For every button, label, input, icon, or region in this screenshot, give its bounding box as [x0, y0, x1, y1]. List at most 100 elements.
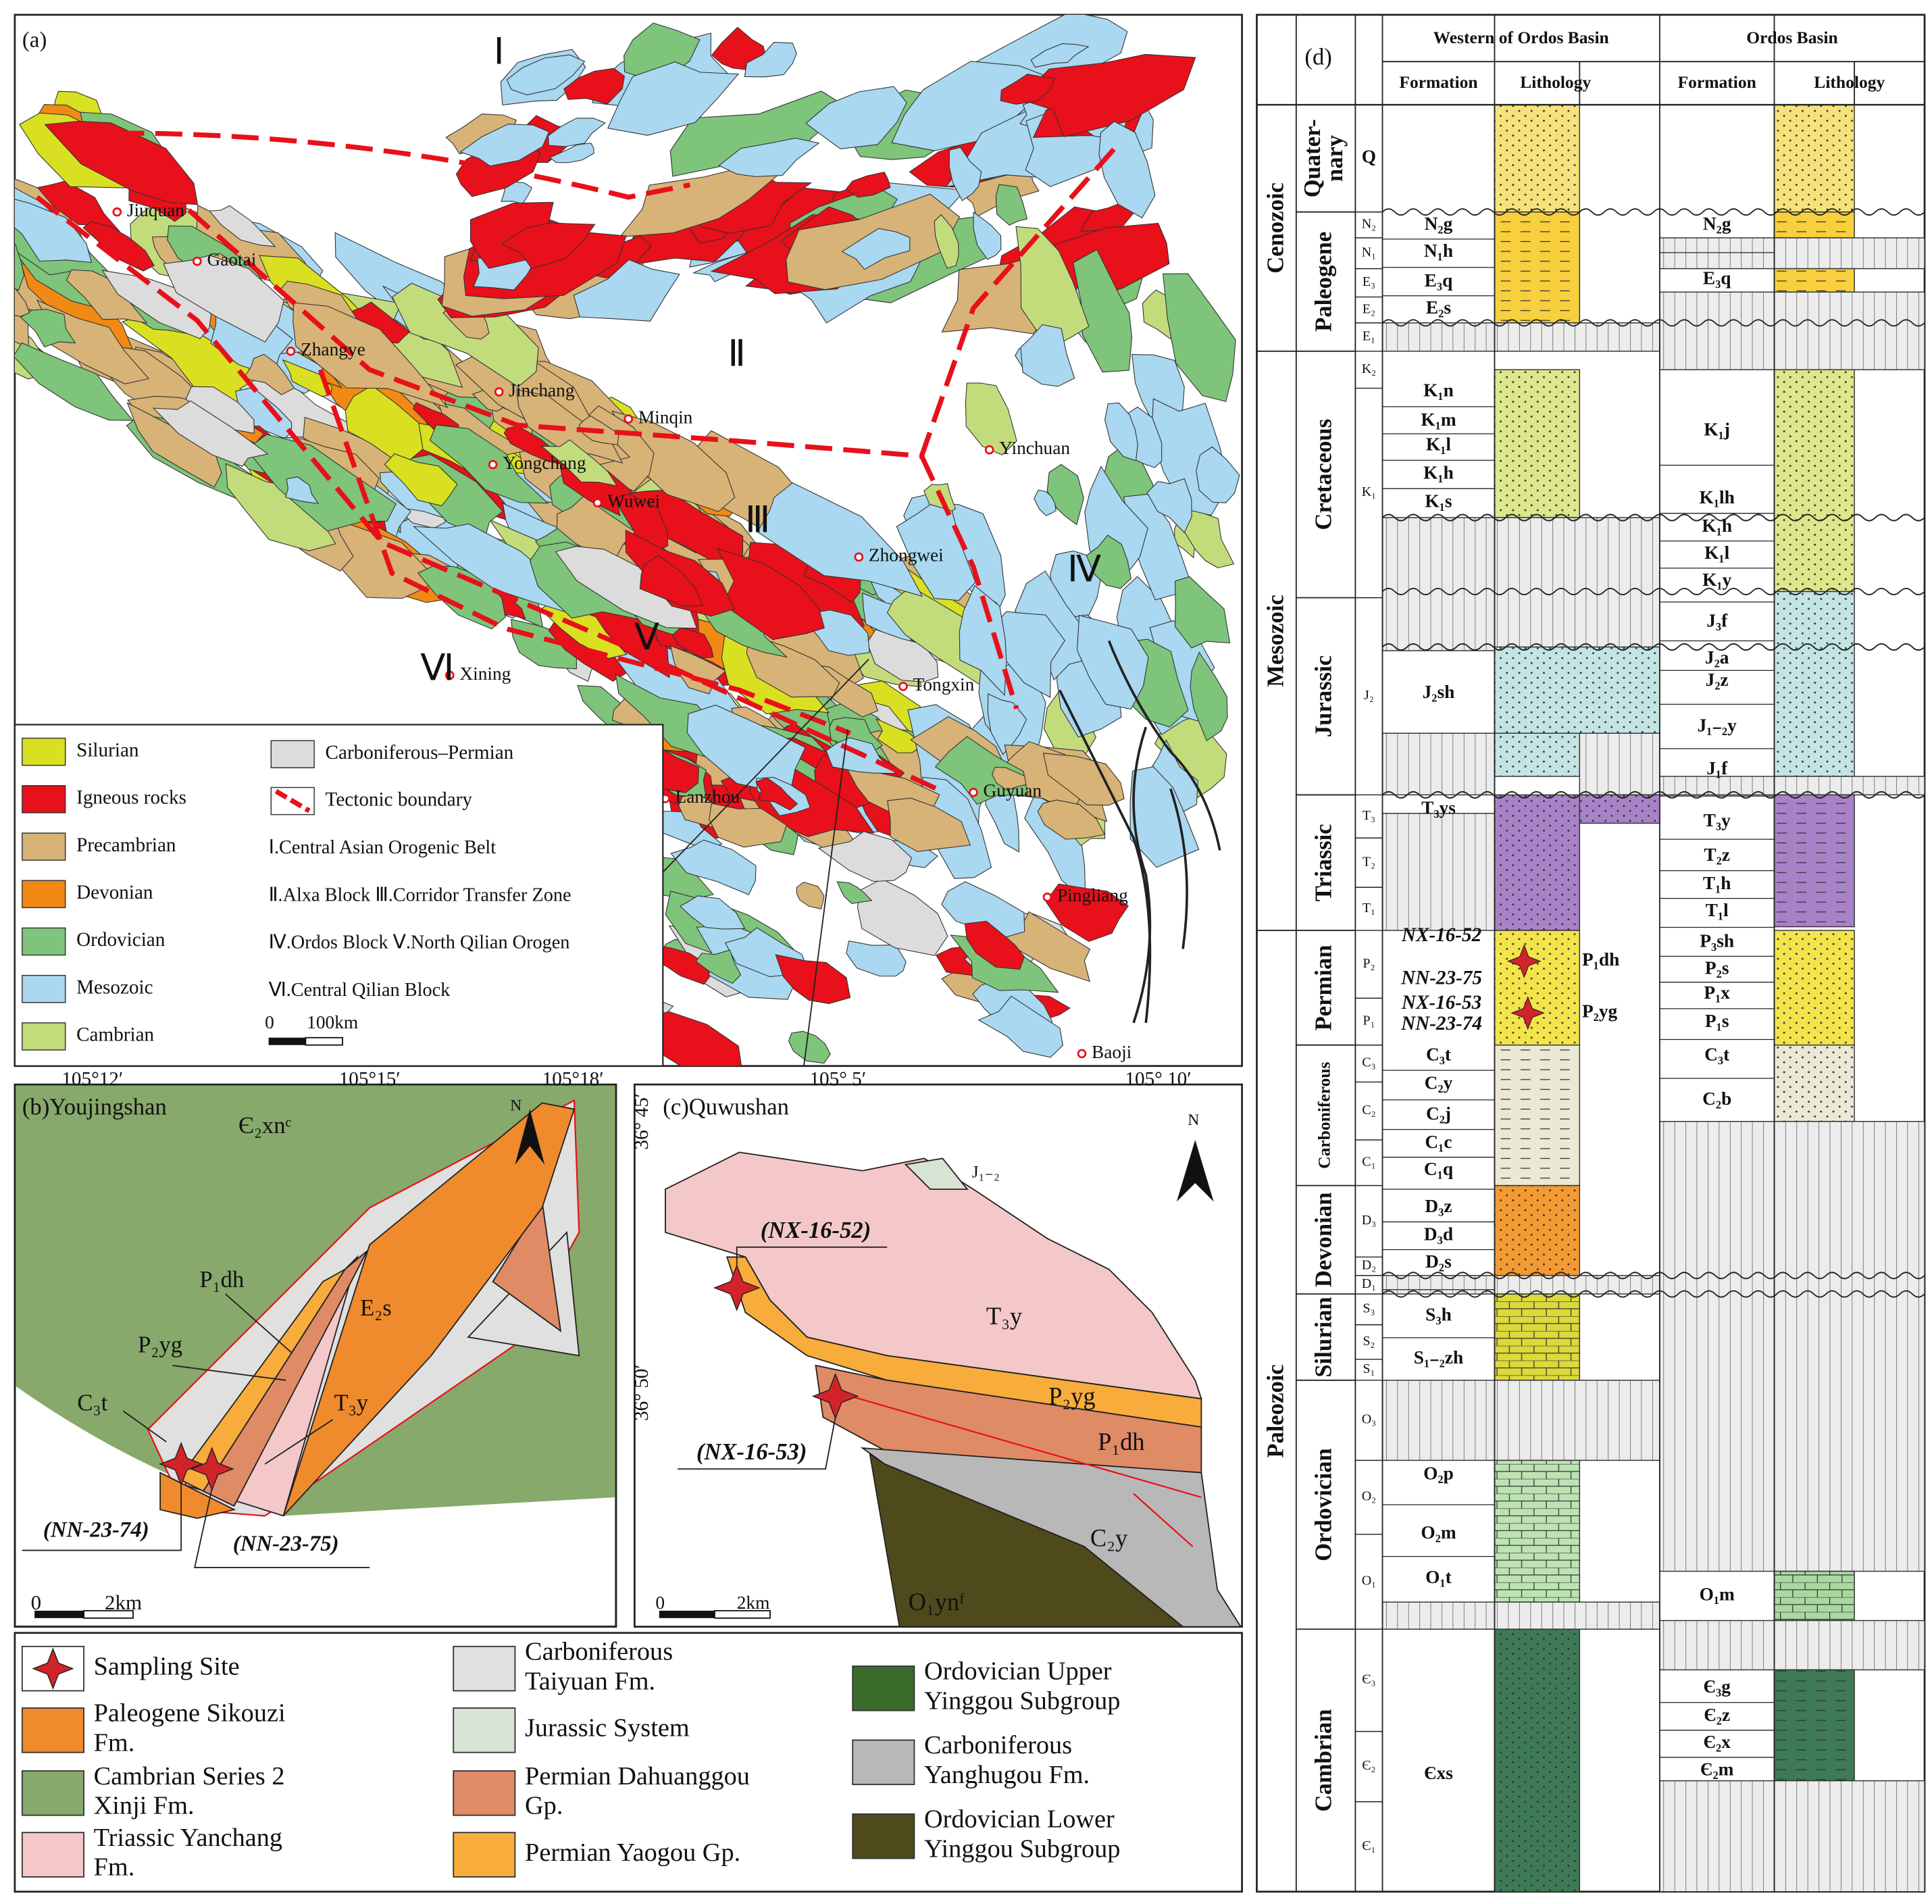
city-name: Tongxin: [913, 674, 975, 695]
map-unit: [805, 86, 907, 149]
lithology-pattern: [1494, 370, 1580, 518]
legend-swatch: [22, 927, 66, 956]
legend-label: Ordovician Lower: [924, 1805, 1115, 1834]
legend-swatch: [21, 1832, 84, 1878]
legend-label: Ordovician: [76, 929, 166, 951]
map-unit: [948, 147, 982, 201]
sample-label: (NN-23-75): [233, 1532, 339, 1556]
lithology-pattern: [1494, 930, 1580, 1045]
scale-bar-white: [83, 1609, 134, 1619]
formation-label: J₂a: [1705, 647, 1729, 668]
formation-label: K₁l: [1426, 434, 1451, 455]
city-name: Minqin: [638, 407, 693, 427]
formation-label: K₁h: [1423, 463, 1454, 483]
period-label: Permian: [1311, 945, 1337, 1030]
legend-label: Mesozoic: [76, 976, 153, 998]
unit-label: P₁dh: [1098, 1428, 1144, 1455]
region-numeral: Ⅲ: [745, 499, 771, 541]
map-unit: [246, 434, 397, 532]
formation-label: E₂s: [1426, 297, 1451, 318]
formation-label: P₁x: [1704, 982, 1730, 1003]
epoch-label: C₁: [1362, 1155, 1375, 1170]
lithology-pattern: [1494, 1460, 1580, 1603]
map-unit: [243, 353, 295, 395]
map-unit: [716, 547, 825, 641]
map-unit: [1129, 766, 1200, 868]
legend-swatch: [22, 1022, 66, 1051]
legend-label: Carboniferous: [525, 1638, 673, 1666]
lithology-pattern: [1494, 105, 1580, 212]
legend-label: Carboniferous: [924, 1731, 1072, 1759]
map-unit: [1030, 43, 1090, 68]
scale-label: 0: [655, 1593, 665, 1613]
formation-label: T₃y: [1704, 810, 1731, 830]
lithology-pattern: [1774, 268, 1855, 293]
formation-label: C₂b: [1702, 1088, 1731, 1109]
lithology-pattern: [1494, 211, 1580, 323]
column-header: Ordos Basin: [1746, 28, 1837, 47]
coordinate-label: 36° 50′: [631, 1364, 653, 1421]
epoch-label: T₁: [1363, 901, 1375, 916]
unconformity: [1381, 588, 1925, 595]
legend-label: Tectonic boundary: [326, 788, 473, 810]
map-unit: [867, 629, 939, 682]
hiatus: [1381, 517, 1660, 651]
map-unit: [836, 881, 873, 904]
legend-swatch: [852, 1665, 915, 1711]
formation-label: P₃sh: [1700, 931, 1734, 951]
map-unit: [208, 205, 276, 247]
legend-label: Gp.: [525, 1792, 563, 1820]
map-unit: [14, 342, 134, 421]
city-marker: [488, 459, 498, 470]
legend-swatch: [22, 880, 66, 909]
formation-label: J₂z: [1706, 670, 1729, 690]
legend-swatch: [453, 1770, 516, 1816]
sample-label: NN-23-74: [1400, 1013, 1482, 1034]
map-unit: [887, 797, 971, 852]
formation-label: J₂sh: [1423, 682, 1455, 702]
map-unit: [506, 54, 586, 96]
map-unit: [501, 181, 532, 205]
map-unit: [1184, 509, 1235, 569]
formation-label: Є₂m: [1700, 1759, 1734, 1779]
map-unit: [14, 199, 93, 264]
map-unit: [1018, 53, 1196, 137]
map-unit: [846, 940, 907, 977]
epoch-label: S₂: [1363, 1334, 1375, 1349]
map-unit: [492, 1199, 562, 1332]
city-marker: [854, 552, 864, 562]
lithology-pattern: [1494, 1185, 1580, 1276]
hiatus: [1381, 322, 1660, 352]
connector-line: [803, 729, 848, 1066]
epoch-label: J₂: [1364, 688, 1374, 703]
map-unit: [1190, 651, 1228, 742]
period-label: Cambrian: [1311, 1709, 1337, 1811]
formation-label: E₃q: [1703, 268, 1731, 288]
region-numeral: Ⅳ: [1067, 549, 1102, 590]
map-unit: [607, 61, 740, 136]
period-label: nary: [1322, 135, 1348, 182]
leader-line: [225, 1293, 293, 1354]
coordinate-label: 105°12′: [61, 1068, 123, 1090]
legend-label: Xinji Fm.: [94, 1792, 195, 1820]
sample-label: NX-16-53: [1401, 992, 1481, 1013]
column-subheader: Formation: [1678, 72, 1756, 92]
lithology-pattern: [1579, 795, 1660, 824]
column-header: Western of Ordos Basin: [1433, 28, 1609, 47]
formation-label: C₃t: [1704, 1044, 1729, 1064]
region-numeral: Ⅴ: [634, 616, 660, 657]
legend-label: Yanghugou Fm.: [924, 1761, 1090, 1789]
formation-label: K₁m: [1421, 409, 1456, 430]
leader-line: [172, 1365, 286, 1381]
legend-swatch: [21, 1707, 84, 1753]
map-unit: [293, 302, 449, 409]
legend-note: Ⅱ.Alxa Block Ⅲ.Corridor Transfer Zone: [269, 884, 571, 905]
map-unit: [977, 995, 1063, 1058]
formation-label: K₁s: [1425, 491, 1452, 511]
hiatus: [1659, 1121, 1925, 1572]
formation-label: K₁y: [1702, 570, 1731, 590]
city-name: Gaotai: [207, 249, 256, 270]
unconformity: [1381, 791, 1925, 799]
period-label: Quater-: [1300, 119, 1325, 197]
city-name: Zhongwei: [869, 545, 944, 566]
